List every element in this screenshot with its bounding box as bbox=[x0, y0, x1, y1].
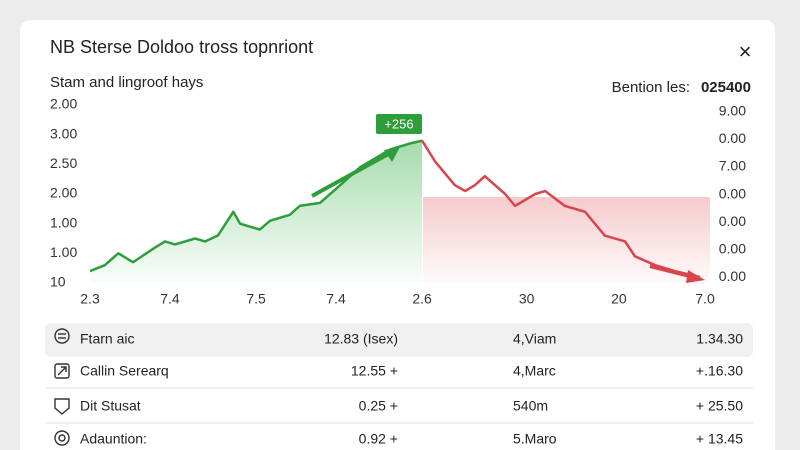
y-tick-label: 3.00 bbox=[50, 125, 77, 141]
badge bbox=[376, 114, 422, 134]
y-tick-label: 2.00 bbox=[50, 185, 77, 201]
table-cell: Callin Serearq bbox=[80, 363, 169, 379]
table-cell: +.16.30 bbox=[696, 363, 743, 379]
table-cell: 5.Maro bbox=[513, 431, 557, 447]
trend-arrow-head bbox=[384, 147, 400, 162]
x-tick-label: 7.0 bbox=[695, 291, 715, 307]
summary-label: Bention les: bbox=[612, 79, 690, 96]
y2-tick-label: 0.00 bbox=[719, 213, 746, 229]
row-icon bbox=[54, 398, 70, 415]
table-cell: + 13.45 bbox=[696, 431, 743, 447]
row-icon bbox=[57, 366, 67, 376]
table-cell: 4,Viam bbox=[513, 331, 556, 347]
table-cell: 12.55 + bbox=[351, 363, 398, 379]
area bbox=[90, 140, 423, 283]
dialog-title: NB Sterse Doldoo tross topnriont bbox=[50, 37, 313, 57]
y-tick-label: 2.00 bbox=[50, 96, 77, 112]
summary-value: 025400 bbox=[701, 79, 751, 96]
table-cell: 4,Marc bbox=[513, 363, 556, 379]
row-icon bbox=[54, 363, 70, 379]
x-tick-label: 20 bbox=[611, 291, 627, 307]
table-cell: 0.25 + bbox=[359, 398, 398, 414]
table-cell: Dit Stusat bbox=[80, 398, 141, 414]
row-highlight bbox=[45, 323, 753, 357]
y-tick-label: 2.50 bbox=[50, 155, 77, 171]
line bbox=[421, 139, 701, 279]
trend-arrow bbox=[311, 150, 393, 198]
y2-tick-label: 0.00 bbox=[719, 241, 746, 257]
trend-arrow-head bbox=[686, 270, 705, 283]
table-cell: 12.83 (Isex) bbox=[324, 331, 398, 347]
y2-tick-label: 0.00 bbox=[719, 130, 746, 146]
badge-text: +256 bbox=[384, 116, 413, 131]
y-tick-label: 1.00 bbox=[50, 244, 77, 260]
table-cell: 0.92 + bbox=[359, 431, 398, 447]
x-tick-label: 2.6 bbox=[412, 291, 432, 307]
row-icon bbox=[58, 434, 66, 442]
subtitle: Stam and lingroof hays bbox=[50, 74, 203, 91]
table-cell: + 25.50 bbox=[696, 398, 743, 414]
x-tick-label: 7.4 bbox=[326, 291, 346, 307]
row-icon bbox=[54, 328, 70, 344]
x-tick-label: 30 bbox=[519, 291, 535, 307]
table-cell: Adauntion: bbox=[80, 431, 147, 447]
x-tick-label: 7.4 bbox=[160, 291, 180, 307]
trend-arrow bbox=[649, 264, 691, 278]
y2-tick-label: 7.00 bbox=[719, 158, 746, 174]
x-tick-label: 7.5 bbox=[246, 291, 266, 307]
y2-tick-label: 9.00 bbox=[719, 102, 746, 118]
close-button[interactable]: × bbox=[739, 39, 752, 64]
table: Ftarn aic 12.83 (Isex) 4,Viam 1.34.30 Callin… bbox=[80, 331, 743, 447]
table-cell: 540m bbox=[513, 398, 548, 414]
row-icon bbox=[54, 430, 70, 446]
table-cell: 1.34.30 bbox=[696, 331, 743, 347]
y2-tick-label: 0.00 bbox=[719, 185, 746, 201]
table-cell: Ftarn aic bbox=[80, 331, 134, 347]
y-tick-label: 10 bbox=[50, 274, 66, 290]
plot: 2.00 3.00 2.50 2.00 1.00 1.00 10 9.00 0.00 7.00 0.… bbox=[50, 96, 746, 307]
x-tick-label: 2.3 bbox=[80, 291, 100, 307]
y-tick-label: 1.00 bbox=[50, 214, 77, 230]
y2-tick-label: 0.00 bbox=[719, 268, 746, 284]
